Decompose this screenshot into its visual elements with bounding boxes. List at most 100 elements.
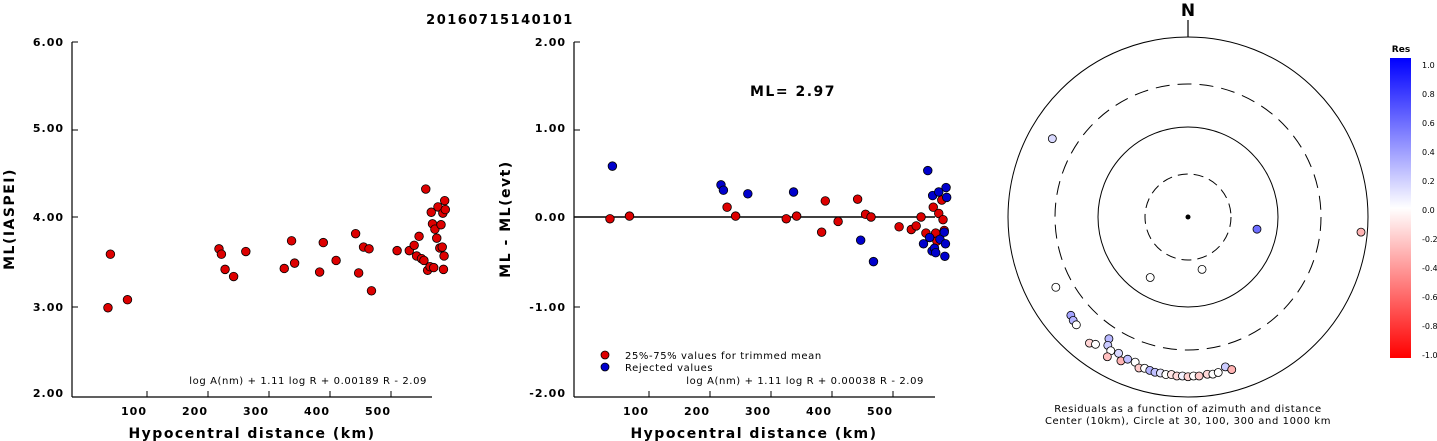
ml-point: [439, 195, 450, 206]
colorbar-gradient: [1390, 58, 1411, 358]
ml-point: [392, 245, 402, 256]
left-panel: 6.00 5.00 4.00 3.00 2.00 100 200 300 400…: [2, 36, 450, 441]
ml-point: [241, 246, 251, 257]
middle-ytick-label: 2.00: [535, 36, 566, 49]
polar-station-points: [1047, 134, 1366, 382]
left-ytick-label: 2.00: [33, 387, 64, 400]
station-point: [1091, 339, 1100, 349]
left-ytick-label: 4.00: [33, 211, 64, 224]
left-xtick-label: 100: [121, 405, 147, 418]
ml-point: [421, 184, 431, 194]
residual-point: [605, 214, 615, 224]
residual-point: [923, 165, 933, 176]
station-point: [1102, 352, 1112, 362]
colorbar-tick-label: -0.2: [1422, 235, 1437, 244]
left-ytick-label: 6.00: [33, 36, 64, 49]
residual-point: [938, 214, 948, 225]
ml-point: [314, 267, 325, 277]
residual-point: [820, 196, 830, 206]
residual-point: [941, 192, 952, 203]
middle-data-points: [605, 161, 952, 267]
colorbar-tick-label: -1.0: [1422, 351, 1437, 360]
residual-point: [791, 211, 802, 221]
ml-point: [350, 228, 361, 239]
ml-point: [436, 220, 446, 230]
station-point: [1145, 273, 1155, 282]
ring-100km: [1097, 126, 1279, 308]
residual-point: [911, 221, 921, 231]
residual-point: [718, 185, 729, 195]
left-xtick-label: 200: [182, 405, 208, 418]
colorbar: Res 1.0 0.8 0.6 0.4 0.2 0.0 -0.2 -0.4 -0.6 -0.8 -1…: [1390, 45, 1437, 360]
residual-point: [934, 187, 944, 197]
middle-panel: 2.00 1.00 0.00 -1.00 -2.00 100 200 300 4…: [498, 36, 952, 441]
colorbar-tick-label: -0.6: [1422, 293, 1437, 302]
residual-point: [931, 247, 941, 258]
ring-1000km: [1007, 36, 1369, 398]
colorbar-tick-label: 0.8: [1422, 90, 1435, 99]
left-y-axis-title: ML(IASPEI): [2, 168, 18, 270]
middle-ytick-label: 1.00: [535, 122, 566, 135]
station-point: [1047, 134, 1057, 144]
ml-point: [439, 251, 449, 261]
middle-ytick-label: -2.00: [529, 387, 566, 400]
middle-ytick-label: -1.00: [529, 301, 566, 314]
left-xtick-label: 300: [243, 405, 269, 418]
ml-point: [122, 295, 133, 305]
ml-point: [426, 207, 436, 217]
colorbar-tick-label: 0.2: [1422, 177, 1435, 186]
station-point: [1252, 224, 1262, 234]
ml-point: [432, 233, 442, 243]
ml-point: [366, 286, 377, 296]
ml-point: [289, 258, 300, 268]
ml-point: [105, 249, 116, 259]
ring-300km: [1054, 83, 1322, 351]
residual-point: [730, 211, 741, 221]
residual-point: [868, 256, 879, 267]
station-point: [1071, 320, 1081, 330]
residual-point: [939, 227, 949, 237]
residual-point: [918, 239, 929, 249]
ml-point: [216, 249, 227, 259]
epicenter-marker: [1185, 214, 1191, 220]
ml-point: [220, 264, 230, 275]
legend-accepted-marker: [600, 350, 610, 360]
residual-point: [941, 182, 951, 193]
colorbar-tick-label: 0.6: [1422, 119, 1435, 128]
ml-point: [437, 242, 447, 252]
middle-xtick-label: 400: [806, 405, 832, 418]
left-data-points: [103, 184, 450, 313]
legend-rejected-marker: [600, 362, 610, 372]
ml-point: [440, 204, 450, 215]
polar-caption-line2: Center (10km), Circle at 30, 100, 300 an…: [1045, 416, 1331, 427]
legend-rejected-label: Rejected values: [625, 363, 713, 374]
colorbar-title: Res: [1392, 45, 1410, 55]
residual-point: [855, 235, 866, 245]
middle-ytick-label: 0.00: [535, 211, 566, 224]
ml-point: [103, 303, 113, 313]
colorbar-tick-label: 0.0: [1422, 206, 1435, 215]
station-point: [1356, 227, 1366, 237]
middle-tick-marks: [574, 41, 894, 398]
station-point: [1197, 264, 1207, 274]
ml-point: [414, 231, 424, 242]
residual-point: [624, 211, 635, 221]
middle-y-axis-title: ML - ML(evt): [498, 160, 514, 277]
ml-point: [279, 263, 289, 274]
ml-point: [286, 236, 297, 246]
middle-xtick-label: 200: [684, 405, 710, 418]
ml-point: [419, 255, 429, 266]
colorbar-tick-label: -0.8: [1422, 322, 1437, 331]
left-ytick-label: 5.00: [33, 122, 64, 135]
left-xtick-label: 500: [365, 405, 391, 418]
station-point: [1114, 348, 1123, 358]
ml-point: [318, 237, 328, 248]
residual-point: [743, 189, 753, 199]
left-x-axis-title: Hypocentral distance (km): [128, 426, 375, 441]
residual-point: [722, 202, 732, 212]
middle-xtick-label: 100: [623, 405, 649, 418]
residual-point: [940, 239, 951, 249]
residual-point: [781, 214, 791, 224]
left-formula: log A(nm) + 1.11 log R + 0.00189 R - 2.0…: [189, 376, 427, 387]
